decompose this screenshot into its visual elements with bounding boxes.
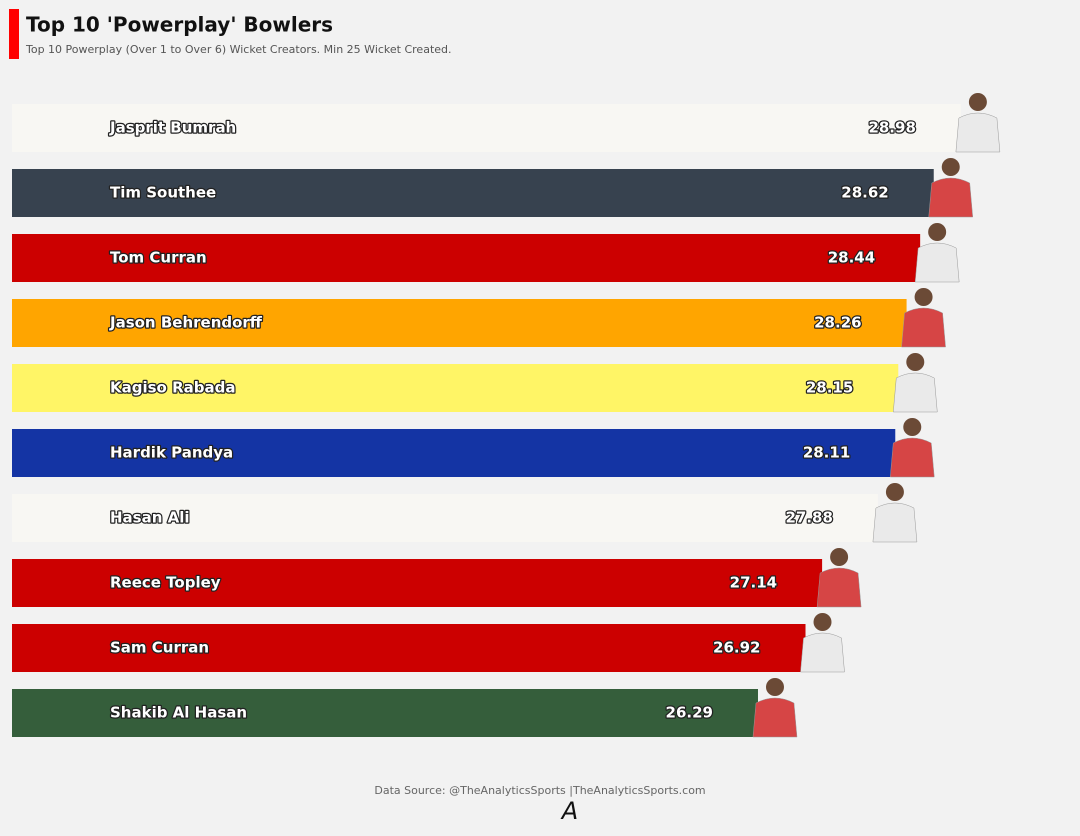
player-photo-body bbox=[893, 372, 938, 413]
category-label: Hardik Pandya bbox=[110, 444, 233, 462]
value-label: 26.92 bbox=[713, 639, 760, 657]
bar bbox=[12, 364, 899, 412]
bar bbox=[12, 494, 878, 542]
value-label: 28.11 bbox=[803, 444, 850, 462]
player-photo-body bbox=[816, 567, 862, 608]
player-photo-body bbox=[800, 632, 845, 673]
player-photo-body bbox=[872, 502, 918, 543]
category-label: Kagiso Rabada bbox=[110, 379, 235, 397]
category-label: Sam Curran bbox=[110, 639, 209, 657]
player-photo-head bbox=[941, 158, 960, 176]
player-photo-head bbox=[928, 223, 947, 241]
value-label: 28.62 bbox=[841, 184, 888, 202]
player-photo-body bbox=[901, 307, 946, 348]
logo: A bbox=[560, 797, 578, 825]
bar bbox=[12, 559, 823, 607]
player-photo-body bbox=[955, 112, 1001, 153]
player-photo-head bbox=[830, 548, 849, 566]
player-photo-head bbox=[885, 483, 904, 501]
chart-subtitle: Top 10 Powerplay (Over 1 to Over 6) Wick… bbox=[25, 43, 452, 56]
player-photo-head bbox=[903, 418, 922, 436]
value-label: 27.88 bbox=[785, 509, 832, 527]
value-label: 28.98 bbox=[868, 119, 915, 137]
value-label: 28.44 bbox=[828, 249, 875, 267]
player-photo-body bbox=[914, 242, 960, 283]
category-label: Reece Topley bbox=[110, 574, 221, 592]
bar bbox=[12, 234, 921, 282]
player-photo-head bbox=[813, 613, 832, 631]
value-label: 28.26 bbox=[814, 314, 861, 332]
source: Data Source: @TheAnalyticsSports |TheAna… bbox=[374, 784, 705, 797]
player-photo-body bbox=[752, 697, 798, 738]
bar bbox=[12, 429, 896, 477]
category-label: Tom Curran bbox=[110, 249, 207, 267]
bar bbox=[12, 169, 934, 217]
player-photo-head bbox=[968, 93, 987, 111]
player-photo-head bbox=[906, 353, 925, 371]
value-label: 28.15 bbox=[806, 379, 853, 397]
value-label: 26.29 bbox=[666, 704, 713, 722]
chart-title: Top 10 'Powerplay' Bowlers bbox=[26, 13, 333, 37]
bar bbox=[12, 299, 907, 347]
value-label: 27.14 bbox=[730, 574, 777, 592]
bars: Jasprit Bumrah 28.98 Tim Southee 28.62 Tom C… bbox=[12, 93, 1001, 738]
category-label: Jason Behrendorff bbox=[109, 314, 263, 332]
bar bbox=[12, 624, 806, 672]
bar bbox=[12, 689, 758, 737]
player-photo-head bbox=[914, 288, 933, 306]
title-accent bbox=[9, 9, 19, 59]
player-photo-body bbox=[889, 437, 935, 478]
bar bbox=[12, 104, 961, 152]
category-label: Hasan Ali bbox=[110, 509, 190, 527]
category-label: Tim Southee bbox=[110, 184, 216, 202]
player-photo-head bbox=[765, 678, 784, 696]
category-label: Jasprit Bumrah bbox=[109, 119, 236, 137]
player-photo-body bbox=[928, 177, 974, 218]
category-label: Shakib Al Hasan bbox=[110, 704, 247, 722]
